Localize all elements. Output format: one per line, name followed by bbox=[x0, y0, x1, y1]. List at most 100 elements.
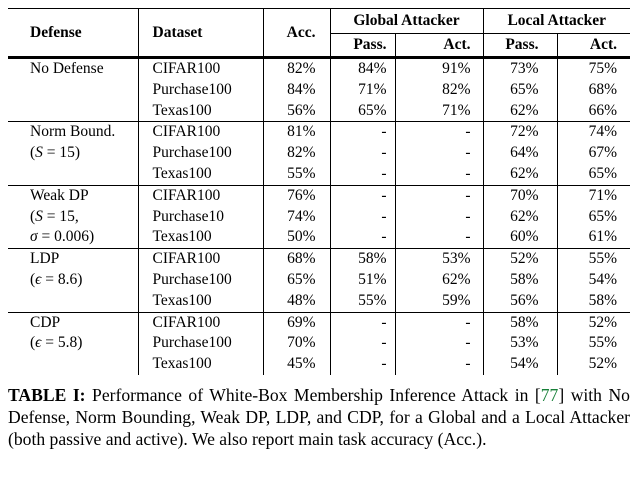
defense-name: No Defense bbox=[30, 60, 104, 77]
acc-cell: 55% bbox=[263, 163, 331, 186]
local-active-cell: 65% bbox=[588, 164, 618, 182]
local-active-cell: 55% bbox=[557, 248, 631, 270]
table-row: No Defense CIFAR100 82% 84% 91% 73% 75% bbox=[8, 57, 630, 122]
table-header: Defense Dataset Acc. Global Attacker Loc… bbox=[8, 8, 631, 59]
table-caption: TABLE I: Performance of White-Box Member… bbox=[8, 384, 630, 451]
col-header-acc: Acc. bbox=[263, 8, 331, 59]
dataset-cell: Purchase100 bbox=[138, 333, 264, 355]
global-active-cell: 82% bbox=[395, 79, 484, 101]
table-row: Purchase100 70% - - 53% 55% bbox=[8, 333, 630, 355]
dataset-cell: Texas100 bbox=[138, 163, 264, 186]
dataset-cell: Texas100 bbox=[138, 227, 264, 249]
local-active-cell: 58% bbox=[588, 291, 618, 309]
global-active-cell: - bbox=[395, 333, 484, 355]
col-header-local-active: Act. bbox=[557, 33, 631, 59]
defense-group-weak-dp: Weak DP (S = 15, σ = 0.006) CIFAR100 76%… bbox=[8, 184, 631, 249]
local-active-cell: 61% bbox=[588, 228, 618, 246]
paper-table-figure: Defense Dataset Acc. Global Attacker Loc… bbox=[8, 8, 631, 451]
caption-text-before-citation: Performance of White-Box Membership Infe… bbox=[92, 384, 541, 405]
local-passive-cell: 65% bbox=[483, 79, 558, 101]
global-active-cell: - bbox=[395, 184, 484, 207]
table-row: Texas100 55% - - 62% 65% bbox=[8, 163, 630, 186]
acc-cell: 50% bbox=[263, 227, 331, 249]
global-active-cell: 62% bbox=[395, 269, 484, 291]
local-passive-cell: 62% bbox=[483, 163, 558, 186]
acc-cell: 82% bbox=[263, 143, 331, 164]
dataset-cell: Purchase100 bbox=[138, 79, 264, 101]
table-row: Weak DP (S = 15, σ = 0.006) CIFAR100 76%… bbox=[8, 184, 631, 249]
global-active-cell: - bbox=[395, 354, 484, 375]
col-header-global-passive: Pass. bbox=[330, 33, 396, 59]
defense-cell: No Defense bbox=[8, 57, 139, 122]
dataset-cell: Purchase10 bbox=[138, 206, 264, 228]
dataset-cell: CIFAR100 bbox=[138, 57, 264, 80]
global-active-cell: 71% bbox=[395, 100, 484, 122]
global-active-cell: - bbox=[395, 143, 484, 164]
dataset-cell: Texas100 bbox=[138, 354, 264, 375]
local-active-cell: 74% bbox=[557, 121, 631, 144]
defense-parameters: (S = 15, bbox=[30, 207, 79, 225]
defense-name: Norm Bound. bbox=[30, 123, 116, 141]
defense-parameters: (ϵ = 8.6) bbox=[30, 270, 83, 288]
dataset-cell: Texas100 bbox=[138, 100, 264, 122]
acc-cell: 82% bbox=[263, 57, 331, 80]
global-passive-cell: - bbox=[330, 311, 396, 334]
dataset-cell: CIFAR100 bbox=[138, 248, 264, 270]
global-passive-cell: - bbox=[330, 206, 396, 228]
table-row: Purchase100 65% 51% 62% 58% 54% bbox=[8, 269, 630, 291]
local-passive-cell: 53% bbox=[483, 333, 558, 355]
defense-cell: Weak DP (S = 15, σ = 0.006) bbox=[8, 184, 139, 249]
table-caption-label: TABLE I: bbox=[8, 384, 86, 405]
table-row: Norm Bound. (S = 15) CIFAR100 81% - - 72… bbox=[8, 121, 631, 186]
acc-cell: 65% bbox=[263, 269, 331, 291]
global-passive-cell: - bbox=[330, 354, 396, 375]
acc-cell: 70% bbox=[263, 333, 331, 355]
global-active-cell: - bbox=[395, 311, 484, 334]
global-active-cell: - bbox=[395, 227, 484, 249]
acc-cell: 45% bbox=[263, 354, 331, 375]
dataset-cell: CIFAR100 bbox=[138, 311, 264, 334]
citation-77[interactable]: 77 bbox=[540, 384, 559, 405]
defense-group-norm-bounding: Norm Bound. (S = 15) CIFAR100 81% - - 72… bbox=[8, 121, 631, 186]
defense-cell: Norm Bound. (S = 15) bbox=[8, 121, 139, 186]
caption-text-after-citation: ] with No Defense, Norm Bounding, Weak D… bbox=[8, 384, 630, 450]
local-passive-cell: 60% bbox=[483, 227, 558, 249]
defense-name: CDP bbox=[30, 313, 61, 331]
table-row: Purchase100 82% - - 64% 67% bbox=[8, 143, 630, 164]
local-passive-cell: 58% bbox=[483, 269, 558, 291]
defense-parameters: σ = 0.006) bbox=[30, 228, 95, 246]
local-passive-cell: 52% bbox=[483, 248, 558, 270]
defense-cell: LDP (ϵ = 8.6) bbox=[8, 248, 139, 313]
local-active-cell: 65% bbox=[588, 207, 618, 225]
acc-cell: 56% bbox=[263, 100, 331, 122]
dataset-cell: CIFAR100 bbox=[138, 121, 264, 144]
global-passive-cell: - bbox=[330, 227, 396, 249]
col-header-local-attacker: Local Attacker bbox=[483, 8, 631, 34]
local-active-cell: 52% bbox=[588, 355, 618, 373]
local-active-cell: 75% bbox=[588, 60, 618, 77]
defense-parameters: (S = 15) bbox=[30, 144, 81, 162]
local-passive-cell: 70% bbox=[483, 184, 558, 207]
global-passive-cell: 84% bbox=[330, 57, 396, 80]
local-active-cell: 68% bbox=[588, 80, 618, 98]
defense-group-no-defense: No Defense CIFAR100 82% 84% 91% 73% 75% … bbox=[8, 57, 630, 122]
global-active-cell: 91% bbox=[395, 57, 484, 80]
global-passive-cell: 55% bbox=[330, 290, 396, 313]
global-passive-cell: - bbox=[330, 163, 396, 186]
table-row: LDP (ϵ = 8.6) CIFAR100 68% 58% 53% 52% 5… bbox=[8, 248, 631, 313]
col-header-dataset: Dataset bbox=[138, 8, 264, 59]
acc-cell: 84% bbox=[263, 79, 331, 101]
defense-name: Weak DP bbox=[30, 186, 89, 204]
global-active-cell: - bbox=[395, 163, 484, 186]
local-passive-cell: 54% bbox=[483, 354, 558, 375]
table-row: CDP (ϵ = 5.8) CIFAR100 69% - - 58% 52% bbox=[8, 311, 631, 375]
local-passive-cell: 56% bbox=[483, 290, 558, 313]
table-row: Texas100 48% 55% 59% 56% 58% bbox=[8, 290, 630, 313]
defense-group-cdp: CDP (ϵ = 5.8) CIFAR100 69% - - 58% 52% P… bbox=[8, 311, 631, 375]
table-row: Texas100 45% - - 54% 52% bbox=[8, 354, 630, 375]
col-header-global-attacker: Global Attacker bbox=[330, 8, 484, 34]
global-passive-cell: - bbox=[330, 184, 396, 207]
local-passive-cell: 58% bbox=[483, 311, 558, 334]
results-table: Defense Dataset Acc. Global Attacker Loc… bbox=[8, 8, 631, 375]
local-active-cell: 52% bbox=[557, 311, 631, 334]
